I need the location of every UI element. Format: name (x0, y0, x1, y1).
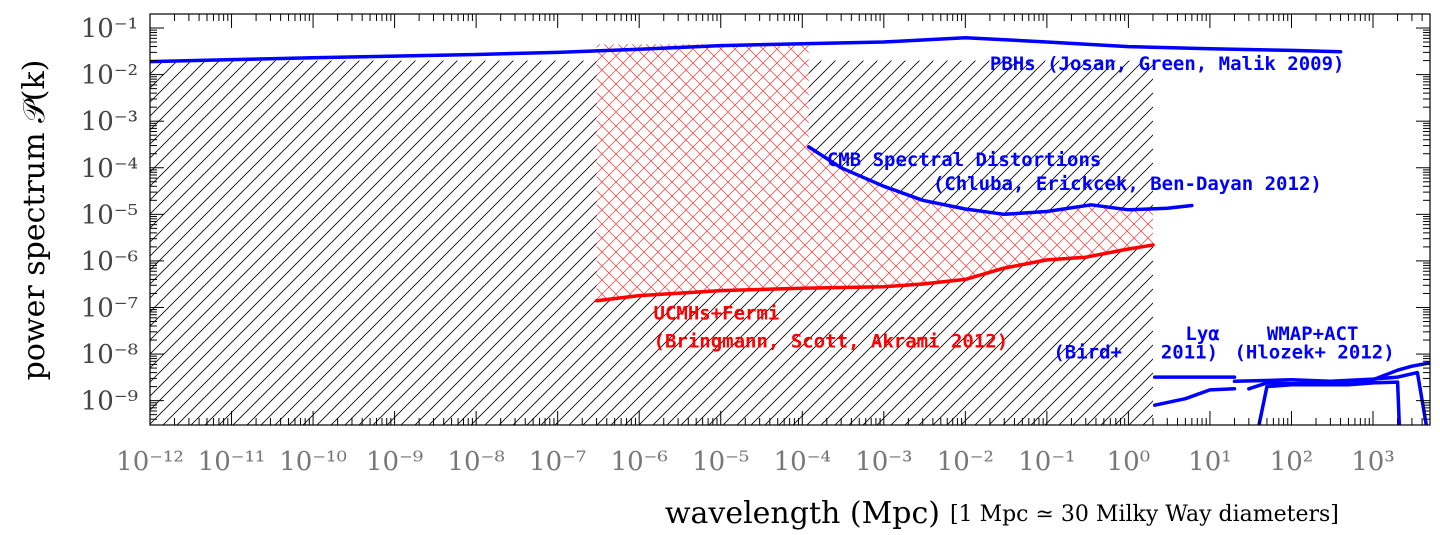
series-line-ly-lower (1152, 387, 1237, 407)
y-tick-label: 10⁻¹ (81, 14, 138, 44)
x-tick-label: 10⁻³ (855, 447, 912, 477)
y-tick-label: 10⁻⁹ (81, 387, 138, 417)
constraint-curves (150, 35, 1430, 425)
y-tick-label: 10⁻⁵ (81, 200, 138, 230)
series-line-ucmhs-fermi (594, 243, 1155, 303)
x-axis-label-note: [1 Mpc ≃ 30 Milky Way diameters] (950, 502, 1339, 527)
annotation-hlozek-2012: (Hlozek+ 2012) (1234, 342, 1394, 364)
y-tick-label: 10⁻⁴ (81, 154, 138, 184)
x-axis-label: wavelength (Mpc) (665, 496, 940, 531)
x-tick-label: 10³ (1351, 447, 1395, 477)
series-line-pbhs (150, 35, 1343, 64)
shaded-regions (150, 44, 1153, 425)
x-tick-label: 10⁻⁵ (692, 447, 749, 477)
x-tick-label: 10⁻⁶ (611, 447, 668, 477)
annotation-chluba-erickcek-ben-dayan-2012: (Chluba, Erickcek, Ben-Dayan 2012) (933, 173, 1322, 195)
x-tick-label: 10⁻⁸ (448, 447, 505, 477)
annotation-2011: 2011) (1161, 342, 1218, 364)
annotations: PBHs (Josan, Green, Malik 2009) CMB Spect… (654, 53, 1395, 363)
x-tick-label: 10⁻¹¹ (198, 447, 266, 477)
annotation-pbhs-josan-green-malik-2009: PBHs (Josan, Green, Malik 2009) (990, 53, 1345, 75)
series-line-wmap-act-upper (1232, 370, 1429, 425)
axes: 10⁻¹² 10⁻¹¹ 10⁻¹⁰ 10⁻⁹ 10⁻⁸ 10⁻⁷ 10⁻⁶ 10⁻⁵ 10⁻⁴ 1… (81, 13, 1431, 477)
x-tick-label: 10² (1270, 447, 1314, 477)
x-tick-label: 10⁻¹⁰ (279, 447, 347, 477)
x-tick-label: 10⁻⁷ (529, 447, 586, 477)
y-axis-label: power spectrum 𝒫(k) (17, 60, 52, 381)
y-tick-label: 10⁻⁶ (81, 247, 138, 277)
y-tick-label: 10⁻³ (81, 107, 138, 137)
x-tick-label: 10⁻⁴ (774, 447, 831, 477)
x-tick-label: 10⁻² (937, 447, 994, 477)
excluded-region-crosshatched (596, 44, 1153, 301)
x-tick-label: 10⁻¹ (1018, 447, 1075, 477)
x-tick-label: 10⁻⁹ (366, 447, 423, 477)
annotation-ly: Lyα (1185, 323, 1219, 345)
annotation-bringmann-scott-akrami-2012: (Bringmann, Scott, Akrami 2012) (654, 330, 1009, 352)
annotation-ucmhs-fermi: UCMHs+Fermi (654, 303, 780, 325)
y-tick-label: 10⁻² (81, 61, 138, 91)
y-tick-label: 10⁻⁸ (81, 340, 138, 370)
series-line-wmap-act-lower (1257, 380, 1402, 425)
x-tick-label: 10⁰ (1107, 447, 1151, 477)
x-tick-label: 10¹ (1188, 447, 1232, 477)
annotation-wmap-act: WMAP+ACT (1267, 323, 1359, 345)
series-line-cmb-spectral-distortions (806, 145, 1194, 217)
annotation-bird: (Bird+ (1053, 342, 1122, 364)
annotation-cmb-spectral-distortions: CMB Spectral Distortions (827, 149, 1102, 171)
y-tick-label: 10⁻⁷ (81, 293, 138, 323)
x-tick-label: 10⁻¹² (116, 447, 184, 477)
